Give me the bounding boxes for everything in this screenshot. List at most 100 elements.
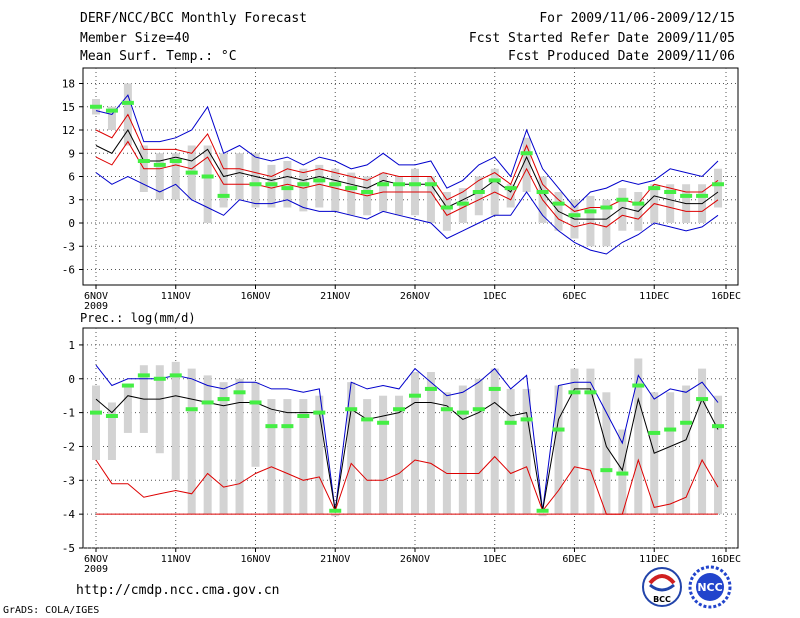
x-tick-label: 16NOV [240, 554, 270, 565]
observed-marker [664, 190, 677, 194]
ensemble-box [347, 172, 356, 216]
ensemble-box [395, 395, 404, 515]
observed-marker [552, 201, 565, 206]
ensemble-box [395, 176, 404, 216]
y-tick-label: 0 [68, 217, 75, 230]
observed-marker [520, 417, 533, 422]
observed-marker [393, 182, 406, 187]
x-tick-label: 1DEC [483, 291, 507, 302]
y-tick-label: -6 [62, 264, 75, 277]
svg-text:NCC: NCC [697, 581, 722, 594]
observed-marker [456, 201, 469, 206]
ensemble-box [203, 375, 212, 515]
observed-marker [169, 159, 182, 163]
ensemble-box [426, 176, 435, 223]
observed-marker [568, 213, 581, 218]
ensemble-box [442, 192, 451, 231]
y-tick-label: 15 [62, 101, 75, 114]
ensemble-box [554, 385, 563, 515]
observed-marker [377, 420, 390, 425]
observed-marker [472, 407, 485, 412]
x-tick-label: 21NOV [320, 291, 350, 302]
fcst-produced-date: Fcst Produced Date 2009/11/06 [508, 49, 735, 64]
observed-marker [632, 201, 645, 206]
ensemble-box [107, 402, 116, 460]
ensemble-box [347, 382, 356, 515]
observed-marker [297, 414, 310, 418]
observed-marker [424, 386, 437, 391]
ensemble-box [682, 385, 691, 515]
ensemble-box [522, 388, 531, 515]
precip-panel-title: Prec.: log(mm/d) [80, 311, 196, 325]
y-tick-label: 18 [62, 78, 75, 91]
observed-marker [329, 182, 342, 187]
x-tick-label: 6DEC [562, 291, 586, 302]
observed-marker [680, 193, 693, 198]
observed-marker [121, 100, 134, 105]
observed-marker [568, 390, 581, 395]
bcc-logo: BCC [642, 567, 682, 607]
ensemble-box [299, 168, 308, 212]
observed-marker [712, 182, 725, 187]
observed-marker [393, 407, 406, 412]
observed-marker [313, 410, 326, 415]
ensemble-box [171, 361, 180, 481]
observed-marker [520, 151, 533, 156]
ensemble-box [474, 176, 483, 216]
lower-spread-line [95, 455, 719, 515]
observed-marker [377, 182, 390, 187]
forecast-period: For 2009/11/06-2009/12/15 [539, 11, 735, 26]
svg-text:BCC: BCC [653, 595, 671, 604]
ensemble-box [426, 372, 435, 515]
x-tick-label: 16DEC [711, 554, 741, 565]
observed-marker [696, 193, 709, 198]
observed-marker [472, 190, 485, 194]
ensemble-box [698, 368, 707, 515]
observed-marker [440, 407, 453, 412]
ensemble-box [586, 195, 595, 247]
observed-marker [233, 390, 246, 395]
observed-marker [584, 390, 597, 395]
ensemble-box [666, 392, 675, 515]
ensemble-box [506, 388, 515, 515]
ensemble-mean-line [95, 388, 719, 511]
x-tick-label: 16NOV [240, 291, 270, 302]
observed-marker [424, 182, 437, 187]
observed-marker [90, 104, 102, 109]
upper-spread-line [95, 113, 719, 212]
observed-marker [361, 417, 374, 422]
y-tick-label: -2 [62, 440, 75, 453]
y-tick-label: 6 [68, 171, 75, 184]
source-url[interactable]: http://cmdp.ncc.cma.gov.cn [76, 583, 280, 598]
fcst-started-date: Fcst Started Refer Date 2009/11/05 [468, 31, 735, 46]
observed-marker [105, 108, 118, 113]
observed-marker [90, 410, 102, 415]
y-tick-label: 1 [68, 339, 75, 352]
ensemble-box [155, 153, 164, 200]
observed-marker [488, 386, 501, 391]
observed-marker [153, 376, 166, 381]
x-tick-label: 1DEC [483, 554, 507, 565]
chart-title: DERF/NCC/BCC Monthly Forecast [80, 11, 307, 26]
observed-marker [249, 400, 262, 405]
observed-marker [265, 182, 278, 187]
y-tick-label: 9 [68, 147, 75, 160]
observed-marker [456, 410, 469, 415]
x-tick-sublabel: 2009 [84, 301, 108, 312]
ensemble-box [123, 385, 132, 433]
observed-marker [201, 400, 214, 405]
ensemble-box [155, 365, 164, 454]
observed-marker [616, 471, 629, 476]
ensemble-box [714, 168, 723, 208]
ensemble-box [219, 153, 228, 208]
observed-marker [249, 182, 262, 187]
x-tick-label: 11NOV [161, 554, 191, 565]
plot-frame [82, 327, 739, 549]
x-tick-label: 21NOV [320, 554, 350, 565]
upper-bound-line [95, 94, 719, 209]
observed-marker [680, 420, 693, 425]
observed-marker [504, 186, 517, 191]
y-tick-label: -3 [62, 240, 75, 253]
observed-marker [137, 373, 150, 378]
